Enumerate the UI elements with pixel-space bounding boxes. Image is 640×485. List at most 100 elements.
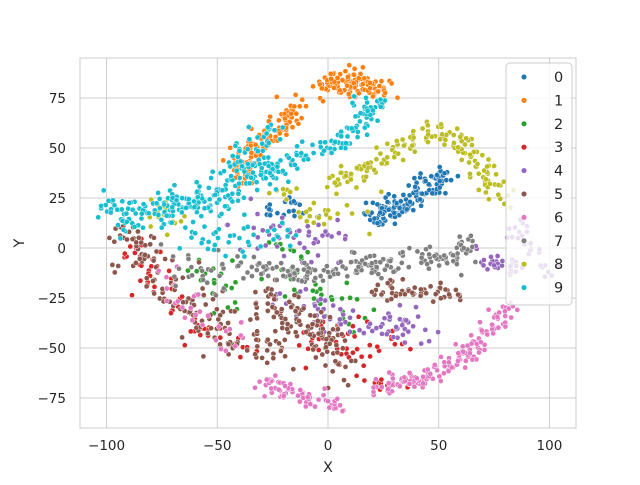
data-point	[257, 172, 264, 178]
legend-marker	[520, 284, 528, 291]
data-point	[306, 229, 312, 235]
data-point	[378, 275, 385, 282]
data-point	[129, 206, 136, 213]
data-point	[502, 308, 508, 315]
legend-label: 3	[554, 140, 563, 156]
data-point	[326, 340, 333, 347]
legend-marker	[520, 214, 528, 221]
data-point	[362, 261, 368, 267]
data-point	[225, 320, 231, 326]
data-point	[387, 212, 394, 219]
data-point	[266, 190, 273, 196]
data-point	[407, 199, 413, 205]
data-point	[460, 245, 467, 251]
data-point	[467, 350, 473, 357]
data-point	[254, 343, 261, 350]
data-point	[388, 80, 395, 87]
data-point	[445, 368, 452, 375]
data-point	[436, 184, 443, 191]
data-point	[279, 214, 286, 221]
data-point	[405, 328, 412, 335]
data-point	[298, 253, 305, 260]
data-point	[216, 196, 223, 203]
data-point	[336, 230, 342, 236]
data-point	[390, 269, 397, 275]
data-point	[105, 197, 112, 204]
data-point	[377, 209, 384, 216]
data-point	[229, 198, 236, 205]
data-point	[236, 148, 243, 154]
data-point	[279, 246, 286, 253]
data-point	[312, 275, 319, 281]
data-point	[272, 328, 279, 335]
data-point	[158, 217, 165, 223]
data-point	[352, 113, 359, 120]
data-point	[436, 262, 442, 269]
data-point	[131, 224, 138, 230]
legend-label: 2	[554, 117, 563, 133]
data-point	[284, 233, 291, 240]
data-point	[228, 285, 235, 291]
data-point	[335, 270, 341, 277]
data-point	[180, 299, 186, 306]
data-point	[264, 347, 271, 354]
data-point	[258, 271, 265, 277]
data-point	[425, 139, 431, 145]
data-point	[250, 225, 257, 231]
data-point	[233, 167, 240, 174]
data-point	[220, 157, 227, 164]
data-point	[256, 378, 263, 385]
data-point	[171, 273, 178, 280]
data-point	[331, 85, 337, 91]
data-point	[375, 88, 381, 95]
data-point	[151, 283, 158, 290]
data-point	[274, 210, 281, 216]
data-point	[391, 210, 398, 216]
data-point	[410, 128, 417, 135]
data-point	[252, 300, 259, 307]
data-point	[228, 173, 234, 179]
data-point	[343, 172, 349, 179]
data-point	[132, 210, 139, 217]
data-point	[364, 108, 371, 114]
data-point	[438, 354, 444, 360]
data-point	[257, 243, 264, 250]
data-point	[328, 233, 335, 240]
data-point	[164, 231, 171, 238]
data-point	[414, 248, 421, 255]
data-point	[309, 141, 316, 148]
data-point	[373, 156, 380, 163]
data-point	[314, 318, 321, 324]
data-point	[418, 259, 425, 266]
data-point	[391, 154, 398, 161]
data-point	[328, 150, 335, 156]
data-point	[371, 167, 378, 173]
data-point	[236, 235, 243, 241]
data-point	[304, 394, 311, 401]
data-point	[358, 353, 365, 360]
data-point	[161, 201, 168, 208]
data-point	[157, 205, 163, 212]
data-point	[171, 182, 178, 189]
data-point	[485, 156, 492, 163]
data-point	[494, 253, 501, 259]
data-point	[305, 345, 311, 352]
data-point	[327, 215, 333, 221]
data-point	[320, 98, 326, 105]
data-point	[389, 375, 396, 382]
data-point	[402, 291, 408, 298]
legend-label: 5	[554, 187, 563, 203]
data-point	[252, 351, 258, 358]
data-point	[268, 286, 275, 293]
data-point	[339, 345, 346, 352]
x-axis-label: X	[323, 460, 333, 476]
data-point	[364, 208, 371, 215]
data-point	[298, 278, 305, 285]
data-point	[178, 209, 185, 216]
data-point	[315, 252, 321, 259]
data-point	[119, 198, 126, 205]
data-point	[151, 290, 157, 297]
legend-label: 8	[554, 257, 563, 273]
data-point	[424, 122, 431, 129]
